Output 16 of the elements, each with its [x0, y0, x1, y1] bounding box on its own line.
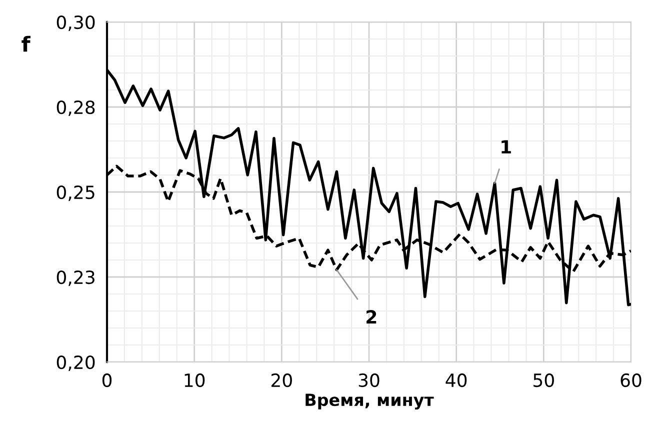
y-axis-title: f	[22, 36, 30, 52]
x-axis-title: Время, минут	[306, 394, 434, 410]
y-tick-label: 0,20	[56, 355, 95, 371]
x-tick-label: 10	[184, 373, 205, 388]
y-tick-label: 0,23	[56, 270, 94, 286]
x-tick-label: 40	[446, 373, 467, 388]
y-tick-label: 0,30	[56, 15, 95, 31]
x-tick-label: 60	[620, 373, 642, 388]
x-tick-label: 20	[272, 373, 292, 388]
x-tick-label: 0	[102, 373, 112, 388]
y-tick-label: 0,25	[56, 185, 94, 201]
y-tick-label: 0,28	[56, 100, 95, 116]
annotation: 2	[366, 310, 376, 324]
x-tick-label: 50	[534, 373, 554, 388]
annotation: 1	[502, 140, 511, 154]
x-tick-label: 30	[358, 373, 380, 388]
